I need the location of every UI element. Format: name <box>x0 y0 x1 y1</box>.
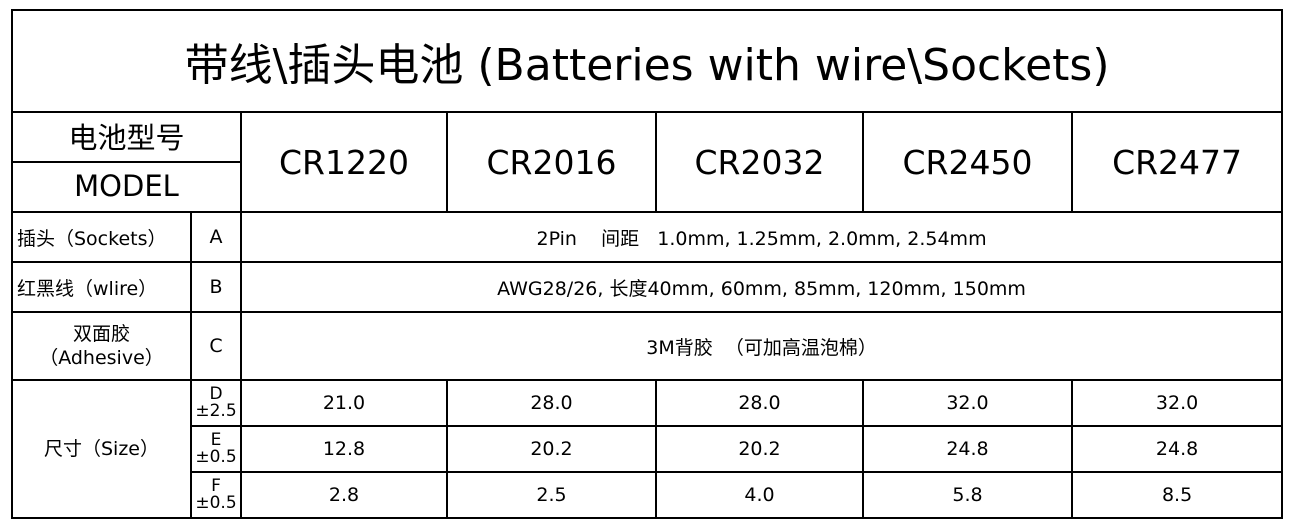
battery-spec-table: 带线\插头电池 (Batteries with wire\Sockets) 电池… <box>10 9 1284 519</box>
size-value: 2.8 <box>240 471 448 519</box>
table-title: 带线\插头电池 (Batteries with wire\Sockets) <box>10 9 1284 113</box>
size-value: 8.5 <box>1070 471 1284 519</box>
model-label-cn: 电池型号 <box>68 121 185 155</box>
row-label-en: （Adhesive） <box>39 347 164 369</box>
size-value: 32.0 <box>862 379 1073 427</box>
table-row: 插头（Sockets） A 2Pin 间距 1.0mm, 1.25mm, 2.0… <box>11 211 1284 263</box>
size-value: 5.8 <box>862 471 1073 519</box>
row-value: AWG28/26, 长度40mm, 60mm, 85mm, 120mm, 150… <box>239 261 1284 313</box>
size-row: E ±0.5 12.8 20.2 20.2 24.8 24.8 <box>12 425 1284 473</box>
tolerance: ±2.5 <box>195 401 237 421</box>
model-header: CR2477 <box>1070 111 1284 213</box>
code: F <box>211 476 221 496</box>
row-label: 双面胶 （Adhesive） <box>11 311 192 381</box>
tolerance: ±0.5 <box>195 447 237 467</box>
row-code: C <box>190 311 242 381</box>
row-value: 2Pin 间距 1.0mm, 1.25mm, 2.0mm, 2.54mm <box>239 211 1284 263</box>
size-value: 12.8 <box>240 425 448 473</box>
size-value: 28.0 <box>446 379 657 427</box>
row-code: B <box>190 261 242 313</box>
size-code: E ±0.5 <box>190 425 242 473</box>
size-code: D ±2.5 <box>190 379 242 427</box>
table-row: 双面胶 （Adhesive） C 3M背胶 （可加高温泡棉） <box>11 311 1284 381</box>
size-value: 20.2 <box>446 425 657 473</box>
model-header: CR2450 <box>862 111 1073 213</box>
size-code: F ±0.5 <box>190 471 242 519</box>
model-header: CR2032 <box>655 111 864 213</box>
row-code: A <box>190 211 242 263</box>
row-value: 3M背胶 （可加高温泡棉） <box>239 311 1284 381</box>
size-row: F ±0.5 2.8 2.5 4.0 5.8 8.5 <box>12 471 1284 519</box>
size-label: 尺寸（Size） <box>11 379 192 519</box>
code: E <box>210 430 222 450</box>
size-value: 32.0 <box>1070 379 1284 427</box>
code: D <box>209 384 223 404</box>
size-value: 20.2 <box>655 425 864 473</box>
size-value: 2.5 <box>446 471 657 519</box>
table-row: 红黑线（wlire） B AWG28/26, 长度40mm, 60mm, 85m… <box>11 261 1284 313</box>
size-value: 24.8 <box>1070 425 1284 473</box>
size-value: 21.0 <box>240 379 448 427</box>
size-row: 尺寸（Size） D ±2.5 21.0 28.0 28.0 32.0 32.0 <box>11 379 1284 519</box>
tolerance: ±0.5 <box>195 493 237 513</box>
row-label-cn: 双面胶 <box>72 323 130 345</box>
model-label-en: MODEL <box>14 161 239 209</box>
size-value: 4.0 <box>655 471 864 519</box>
row-label: 插头（Sockets） <box>11 211 192 263</box>
row-label: 红黑线（wlire） <box>11 261 192 313</box>
size-value: 28.0 <box>655 379 864 427</box>
model-header: CR1220 <box>240 111 448 213</box>
model-label-cell: 电池型号 MODEL <box>11 111 242 213</box>
size-value: 24.8 <box>862 425 1073 473</box>
model-header: CR2016 <box>446 111 657 213</box>
